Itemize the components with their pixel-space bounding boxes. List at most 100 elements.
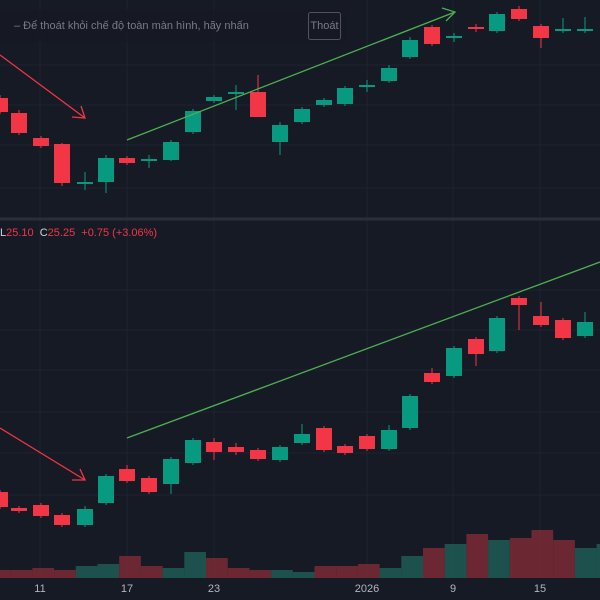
red-arrow <box>0 427 86 481</box>
volume-bar <box>249 570 272 578</box>
candle-body <box>489 14 505 31</box>
arrow-head <box>71 105 86 119</box>
time-label: 9 <box>450 583 456 595</box>
candle-body <box>206 442 222 452</box>
candle-body <box>33 138 49 146</box>
ohlc-label: L <box>0 227 6 239</box>
candles <box>0 6 593 527</box>
candle-body <box>533 316 549 325</box>
candle-body <box>511 9 527 19</box>
volume-bar <box>206 558 228 578</box>
volume-bar <box>336 566 358 578</box>
volume <box>0 530 600 578</box>
candle-body <box>33 505 49 516</box>
volume-bar <box>488 540 510 578</box>
red-arrow <box>0 54 86 119</box>
volume-bar <box>444 544 467 578</box>
volume-bar <box>292 572 315 578</box>
volume-bar <box>162 568 185 578</box>
candle-body <box>294 109 310 122</box>
change: +0.75 (+3.06%) <box>81 227 157 239</box>
candle-body <box>381 430 397 449</box>
green-arrow <box>126 11 456 141</box>
candle-body <box>0 98 8 112</box>
volume-bar <box>423 548 445 578</box>
ohlc-value: 25.10 <box>6 227 34 239</box>
volume-bar <box>140 566 163 578</box>
volume-bar <box>0 570 11 578</box>
candle-body <box>468 339 484 354</box>
time-label: 15 <box>534 583 546 595</box>
time-axis: 11 17 23 2026 9 15 <box>0 578 600 600</box>
candle-body <box>98 158 114 182</box>
candle-body <box>555 320 571 338</box>
candle-body <box>272 125 288 142</box>
exit-button-label[interactable]: Thoát <box>310 20 338 32</box>
candle-body <box>163 142 179 160</box>
arrow-head <box>72 468 87 481</box>
volume-bar <box>271 570 293 578</box>
time-label: 2026 <box>355 583 379 595</box>
candle-body <box>337 88 353 104</box>
candle-body <box>250 92 266 117</box>
volume-bar <box>531 530 554 578</box>
volume-bar <box>75 566 98 578</box>
volume-bar <box>97 564 120 578</box>
candle-body <box>402 396 418 428</box>
candle-body <box>424 373 440 382</box>
time-label: 17 <box>121 583 133 595</box>
volume-bar <box>227 568 250 578</box>
volume-bar <box>119 556 141 578</box>
candle-body <box>0 492 8 507</box>
arrow-head <box>441 7 457 22</box>
legend: L25.10 C25.25 +0.75 (+3.06%) <box>0 227 157 239</box>
axis-bar <box>0 578 600 600</box>
candle-body <box>381 68 397 81</box>
time-label: 11 <box>34 583 45 595</box>
banner-message: – Để thoát khỏi chế độ toàn màn hình, hã… <box>14 20 249 32</box>
candle-body <box>359 436 375 449</box>
candle-body <box>577 322 593 336</box>
candle-body <box>446 36 462 38</box>
candle-body <box>489 318 505 351</box>
candle-body <box>272 447 288 460</box>
candle-body <box>11 113 27 133</box>
candle-body <box>533 26 549 38</box>
candle-body <box>163 459 179 484</box>
volume-bar <box>379 568 402 578</box>
volume-bar <box>54 570 76 578</box>
banner <box>0 10 346 42</box>
drawings <box>0 7 600 481</box>
volume-bar <box>401 556 423 578</box>
ohlc-label: C <box>40 227 48 239</box>
time-label: 23 <box>208 583 220 595</box>
volume-bar <box>509 538 532 578</box>
candle-body <box>54 515 70 525</box>
candle-body <box>446 348 462 376</box>
volume-bar <box>184 552 206 578</box>
candle-body <box>54 144 70 183</box>
candle-body <box>402 40 418 57</box>
candle-body <box>77 182 93 184</box>
candle-body <box>577 29 593 31</box>
candle-body <box>316 100 332 105</box>
candle-body <box>141 478 157 492</box>
candle-body <box>98 476 114 503</box>
candle-body <box>77 509 93 525</box>
volume-bar <box>357 564 380 578</box>
candle-body <box>228 92 244 94</box>
exit-button[interactable] <box>308 12 341 40</box>
volume-bar <box>32 568 55 578</box>
candle-body <box>185 440 201 463</box>
candle-body <box>337 446 353 453</box>
candle-body <box>316 428 332 450</box>
candle-body <box>359 85 375 87</box>
candle-body <box>141 159 157 161</box>
volume-bar <box>466 534 489 578</box>
green-trendline <box>126 261 600 439</box>
volume-bar <box>574 548 597 578</box>
volume-bar <box>314 566 337 578</box>
candle-body <box>468 27 484 29</box>
